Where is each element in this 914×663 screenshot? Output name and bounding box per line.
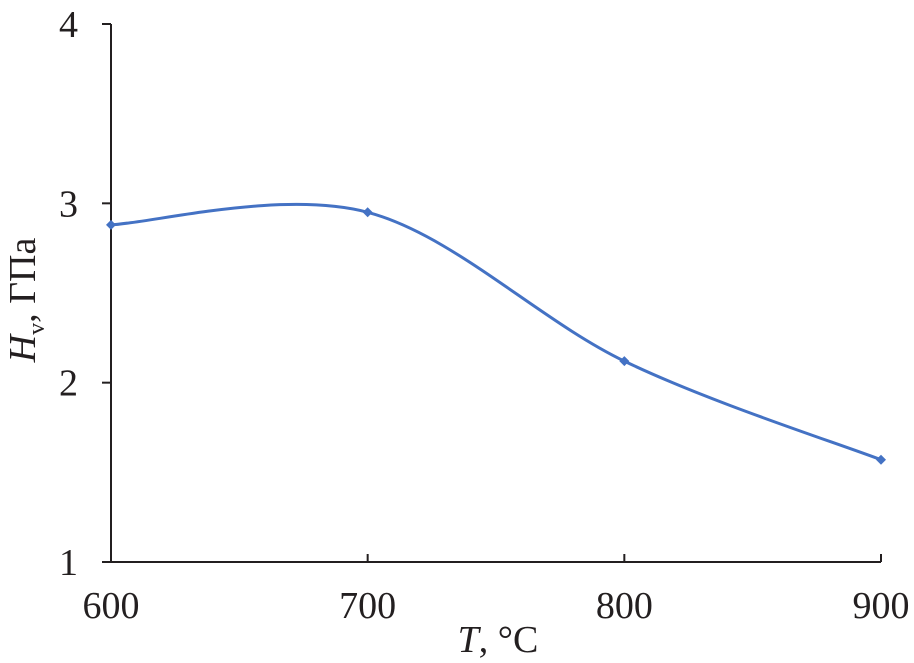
series-layer xyxy=(106,202,886,465)
x-tick-label: 800 xyxy=(596,585,653,627)
y-tick-label: 4 xyxy=(59,4,78,46)
axes xyxy=(110,24,881,563)
data-point-marker xyxy=(619,356,630,367)
y-tick-label: 1 xyxy=(59,542,78,584)
y-axis-title: Hv, ГПа xyxy=(2,238,50,364)
data-point-marker xyxy=(106,219,116,230)
x-axis-variable: T xyxy=(458,619,482,661)
y-axis-unit: , ГПа xyxy=(2,238,44,323)
x-tick-label: 600 xyxy=(83,585,140,627)
series-line xyxy=(110,202,882,462)
y-tick-label: 2 xyxy=(59,363,78,405)
y-axis-variable: H xyxy=(2,332,44,363)
x-axis-unit: , °C xyxy=(479,619,539,661)
data-point-marker xyxy=(876,454,886,465)
x-axis-title: T, °C xyxy=(458,619,539,661)
y-tick-label: 3 xyxy=(59,183,78,225)
data-point-marker xyxy=(362,207,373,218)
y-axis-subscript: v xyxy=(24,323,50,335)
x-tick-label: 700 xyxy=(339,585,396,627)
x-tick-label: 900 xyxy=(853,585,910,627)
ticks: 1 2 3 4 600 700 800 900 xyxy=(59,4,910,627)
